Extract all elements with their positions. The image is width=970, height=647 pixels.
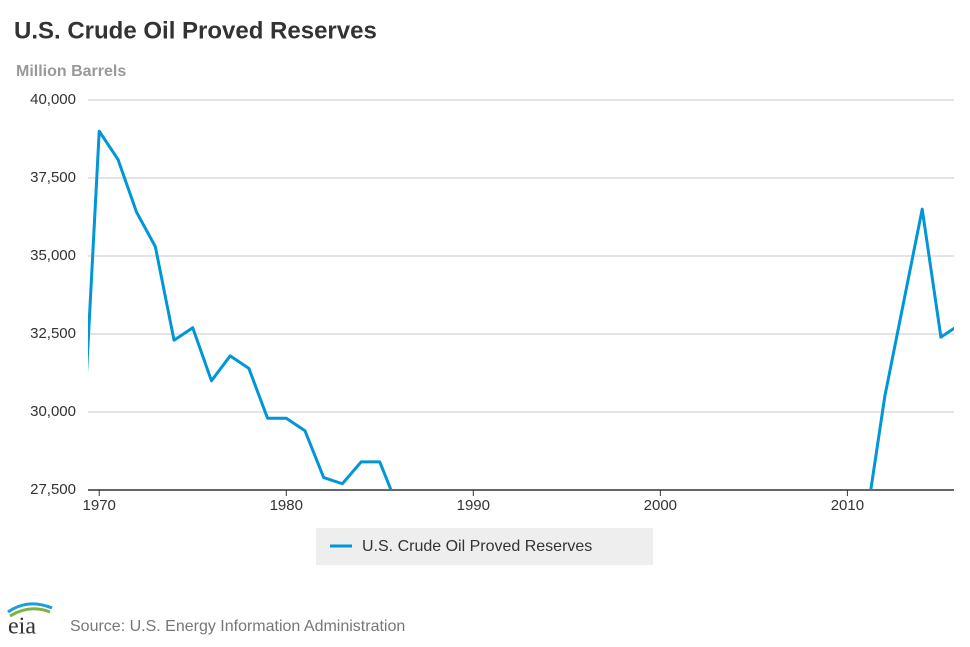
y-tick-label: 30,000 — [30, 403, 76, 420]
x-tick-label: 1980 — [270, 497, 303, 514]
data-line — [88, 129, 954, 490]
logo-swoosh — [7, 602, 53, 614]
logo-swoosh — [9, 607, 51, 618]
x-tick-label: 2010 — [831, 497, 864, 514]
y-tick-label: 35,000 — [30, 247, 76, 264]
source: Source: U.S. Energy Information Administ… — [70, 618, 405, 635]
logo-text: eia — [8, 614, 36, 640]
legend-label: U.S. Crude Oil Proved Reserves — [362, 538, 592, 555]
y-axis-unit: Million Barrels — [16, 63, 126, 80]
legend-box — [316, 528, 653, 565]
logo: eia — [7, 602, 53, 640]
chart-title: U.S. Crude Oil Proved Reserves — [14, 17, 377, 44]
y-tick-label: 37,500 — [30, 169, 76, 186]
x-tick-label: 2000 — [644, 497, 677, 514]
x-tick-label: 1990 — [457, 497, 490, 514]
y-tick-label: 40,000 — [30, 91, 76, 108]
plot-area — [88, 129, 954, 490]
y-tick-label: 27,500 — [30, 481, 76, 498]
x-tick-label: 1970 — [83, 497, 116, 514]
y-tick-label: 32,500 — [30, 325, 76, 342]
